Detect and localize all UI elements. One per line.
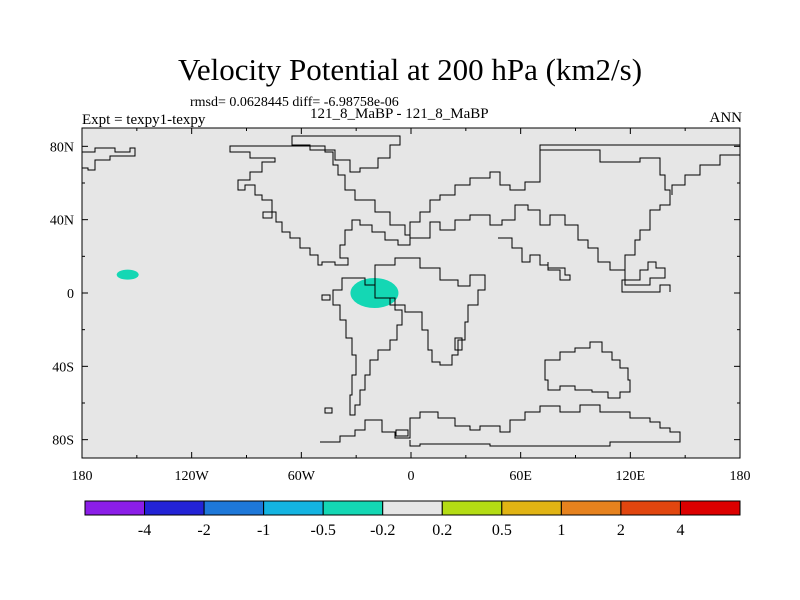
coastline-east-asia [612, 261, 671, 293]
y-tick-label: 0 [67, 287, 74, 302]
colorbar-label: 0.2 [432, 522, 452, 539]
colorbar-swatch [144, 500, 205, 516]
colorbar-label: -1 [257, 522, 270, 539]
colorbar-swatch [322, 500, 384, 516]
colorbar-label: -2 [197, 522, 210, 539]
x-tick-label: 0 [408, 469, 415, 484]
coastline-siberia [539, 144, 741, 195]
colorbar-swatch [679, 500, 741, 516]
colorbar-label: 4 [676, 522, 684, 539]
colorbar-label: 2 [617, 522, 625, 539]
experiment-label: Expt = texpy1-texpy [82, 112, 206, 128]
x-tick-label: 120W [175, 469, 210, 484]
anomaly-region [350, 278, 399, 308]
chart-subtitle: rmsd= 0.0628445 diff= -6.98758e-06 [190, 95, 399, 110]
colorbar-label: -0.5 [311, 522, 336, 539]
map-plot-area [81, 127, 741, 459]
y-tick-label: 80S [52, 434, 74, 449]
x-tick-label: 120E [616, 469, 646, 484]
colorbar-swatch [560, 500, 622, 516]
coastline-australia [544, 341, 631, 399]
coastline-antarctica [320, 404, 681, 447]
colorbar-swatch [203, 500, 265, 516]
coastline-south-asia [498, 237, 571, 281]
x-tick-label: 180 [730, 469, 751, 484]
season-label: ANN [709, 110, 743, 126]
coastline-africa [374, 257, 486, 366]
x-tick-label: 60E [509, 469, 532, 484]
x-tick-label: 180 [72, 469, 93, 484]
chart-title: Velocity Potential at 200 hPa (km2/s) [177, 52, 643, 87]
coastline-islands [262, 211, 409, 437]
coastline-madagascar [454, 337, 463, 351]
y-tick-label: 80N [50, 140, 74, 155]
colorbar-label: -4 [138, 522, 151, 539]
colorbar-swatch [501, 500, 562, 516]
coastline-alaska [82, 147, 136, 171]
colorbar-swatch [620, 500, 681, 516]
y-tick-label: 40S [52, 360, 74, 375]
coastline-south-america [332, 277, 403, 416]
colorbar-swatch [84, 500, 146, 516]
coastline-north-america [229, 145, 411, 266]
case-label: 121_8_MaBP - 121_8_MaBP [310, 106, 489, 122]
y-tick-label: 40N [50, 214, 74, 229]
colorbar-swatch [382, 500, 443, 516]
colorbar-label: 1 [557, 522, 565, 539]
anomaly-region [116, 269, 139, 280]
colorbar-label: 0.5 [492, 522, 512, 539]
coastline-greenland [291, 135, 401, 173]
colorbar-label: -0.2 [370, 522, 395, 539]
colorbar-swatch [441, 500, 503, 516]
coastline-eurasia [409, 149, 671, 271]
x-tick-label: 60W [288, 469, 316, 484]
colorbar-swatch [263, 500, 324, 516]
